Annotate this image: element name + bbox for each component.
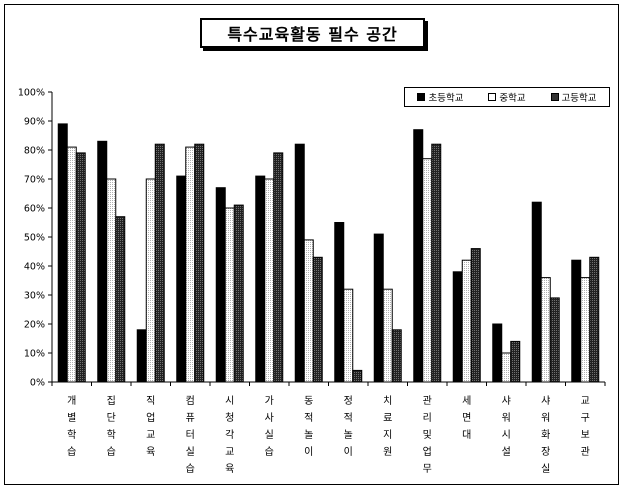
y-tick-label: 50% <box>24 233 45 244</box>
y-tick-label: 10% <box>24 349 45 360</box>
bar-초등학교-동적놀이 <box>294 143 305 383</box>
legend-item-high: 고등학교 <box>550 90 597 104</box>
bar-초등학교-치료지원 <box>373 233 384 383</box>
y-tick-label: 90% <box>24 117 45 128</box>
chart-frame <box>4 4 619 485</box>
bar-중학교-샤워시설 <box>501 352 512 383</box>
bar-초등학교-교구보관 <box>571 259 582 383</box>
bar-초등학교-세면대 <box>452 271 463 383</box>
legend-item-middle: 중학교 <box>488 90 526 104</box>
bar-고등학교-동적놀이 <box>312 256 323 383</box>
bar-중학교-컴퓨터실습 <box>185 146 196 383</box>
y-tick-label: 100% <box>18 88 45 99</box>
legend-swatch-middle <box>488 93 497 101</box>
bar-고등학교-컴퓨터실습 <box>194 143 205 383</box>
bar-중학교-정적놀이 <box>343 288 354 383</box>
bar-초등학교-가사실습 <box>255 175 266 383</box>
bar-중학교-샤워화장실 <box>540 277 551 383</box>
legend-item-elementary: 초등학교 <box>417 90 463 104</box>
bar-중학교-세면대 <box>461 259 472 383</box>
legend-label-elementary: 초등학교 <box>428 93 464 104</box>
y-tick-label: 80% <box>24 146 45 157</box>
legend-label-middle: 중학교 <box>499 93 526 104</box>
bar-초등학교-집단학습 <box>97 140 108 383</box>
bar-고등학교-관리및업무 <box>431 143 442 383</box>
bar-고등학교-치료지원 <box>391 329 402 383</box>
bar-중학교-시청각교육 <box>224 207 235 383</box>
bar-초등학교-시청각교육 <box>215 187 226 383</box>
y-tick-label: 70% <box>24 175 45 186</box>
legend-swatch-high <box>550 93 559 101</box>
bar-초등학교-정적놀이 <box>334 222 345 383</box>
chart-title: 특수교육활동 필수 공간 <box>200 18 425 48</box>
bar-초등학교-관리및업무 <box>413 129 424 383</box>
chart-bars <box>57 123 600 383</box>
y-tick-label: 20% <box>24 320 45 331</box>
bar-중학교-직업교육 <box>145 178 156 383</box>
bar-고등학교-집단학습 <box>115 216 126 383</box>
legend-swatch-elementary <box>417 93 426 101</box>
y-tick-label: 30% <box>24 291 45 302</box>
bar-중학교-가사실습 <box>264 178 275 383</box>
bar-고등학교-교구보관 <box>589 256 600 383</box>
bar-중학교-치료지원 <box>382 288 393 383</box>
bar-초등학교-직업교육 <box>136 329 147 383</box>
bar-초등학교-개별학습 <box>57 123 68 383</box>
chart-legend: 초등학교 중학교 고등학교 <box>404 87 610 107</box>
bar-중학교-개별학습 <box>66 146 77 383</box>
bar-중학교-집단학습 <box>106 178 117 383</box>
x-tick-labels: 개 별 학 습 집 단 학 습 직 업 교 육 컴 퓨 터 실 습 시 청 각 교 육 가 사 실 습 동 적 놀 이 정 적 놀 이 치 료 지 원 관 리… <box>67 395 590 475</box>
bar-고등학교-샤워화장실 <box>549 297 560 383</box>
y-tick-label: 0% <box>30 378 45 389</box>
bar-고등학교-정적놀이 <box>352 369 363 383</box>
bar-고등학교-가사실습 <box>273 152 284 383</box>
bar-고등학교-샤워시설 <box>510 340 521 383</box>
bar-중학교-동적놀이 <box>303 239 314 383</box>
bar-초등학교-컴퓨터실습 <box>176 175 187 383</box>
bar-고등학교-개별학습 <box>75 152 86 383</box>
y-tick-label: 60% <box>24 204 45 215</box>
bar-고등학교-시청각교육 <box>233 204 244 383</box>
bar-중학교-관리및업무 <box>422 158 433 383</box>
bar-고등학교-세면대 <box>470 248 481 383</box>
bar-고등학교-직업교육 <box>154 143 165 383</box>
y-tick-label: 40% <box>24 262 45 273</box>
bar-초등학교-샤워시설 <box>492 323 503 383</box>
bar-초등학교-샤워화장실 <box>531 201 542 383</box>
bar-중학교-교구보관 <box>580 277 591 383</box>
legend-label-high: 고등학교 <box>561 93 597 104</box>
